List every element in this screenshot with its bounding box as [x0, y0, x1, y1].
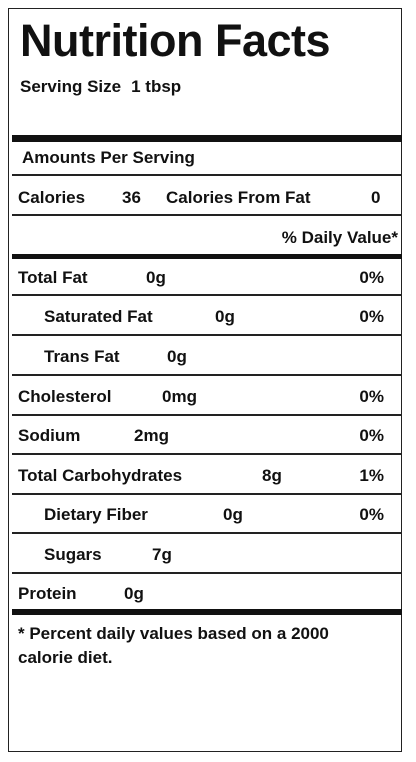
divider [12, 294, 402, 296]
amounts-per-serving: Amounts Per Serving [12, 145, 400, 171]
footnote: * Percent daily values based on a 2000 c… [18, 624, 329, 667]
daily-value-row: % Daily Value* [12, 225, 400, 251]
serving-size-value: 1 tbsp [131, 77, 182, 96]
thick-divider-top [12, 135, 402, 142]
nutrient-amount: 0g [167, 347, 187, 366]
nutrient-daily-value: 0% [359, 387, 384, 406]
nutrient-daily-value: 1% [359, 466, 384, 485]
calories-fat-value: 0 [371, 188, 381, 207]
serving-size: Serving Size 1 tbsp [20, 77, 181, 97]
nutrient-amount: 8g [262, 466, 282, 485]
daily-value-header: % Daily Value* [281, 228, 398, 247]
nutrient-row-sugars: Sugars 7g [12, 542, 400, 568]
calories-fat-label: Calories From Fat [166, 188, 311, 207]
nutrient-amount: 0g [124, 584, 144, 603]
nutrient-daily-value: 0% [359, 426, 384, 445]
nutrient-name: Trans Fat [44, 347, 120, 366]
nutrient-row-protein: Protein 0g [12, 581, 400, 607]
nutrient-amount: 2mg [134, 426, 169, 445]
nutrient-daily-value: 0% [359, 307, 384, 326]
label-title: Nutrition Facts [20, 15, 331, 66]
nutrient-name: Sodium [18, 426, 81, 445]
nutrient-amount: 0g [146, 268, 166, 287]
nutrient-row-total-fat: Total Fat 0g 0% [12, 265, 400, 291]
divider [12, 572, 402, 574]
amounts-header: Amounts Per Serving [22, 148, 195, 167]
nutrient-row-trans-fat: Trans Fat 0g [12, 344, 400, 370]
nutrition-label [8, 8, 402, 752]
nutrient-amount: 0g [223, 505, 243, 524]
nutrient-amount: 0mg [162, 387, 197, 406]
calories-label: Calories [18, 188, 86, 207]
medium-divider [12, 254, 402, 259]
nutrient-name: Total Fat [18, 268, 88, 287]
thick-divider-bottom [12, 609, 402, 615]
nutrient-name: Protein [18, 584, 77, 603]
nutrient-name: Dietary Fiber [44, 505, 148, 524]
divider [12, 334, 402, 336]
nutrient-row-dietary-fiber: Dietary Fiber 0g 0% [12, 502, 400, 528]
serving-size-label: Serving Size [20, 77, 122, 96]
nutrient-row-sodium: Sodium 2mg 0% [12, 423, 400, 449]
nutrient-row-saturated-fat: Saturated Fat 0g 0% [12, 304, 400, 330]
divider [12, 532, 402, 534]
divider [12, 414, 402, 416]
nutrient-name: Total Carbohydrates [18, 466, 183, 485]
divider [12, 174, 402, 176]
nutrient-daily-value: 0% [359, 505, 384, 524]
calories-row: Calories 36 Calories From Fat 0 [12, 185, 400, 211]
divider [12, 453, 402, 455]
nutrient-amount: 7g [152, 545, 172, 564]
nutrient-daily-value: 0% [359, 268, 384, 287]
divider [12, 374, 402, 376]
nutrient-amount: 0g [215, 307, 235, 326]
nutrient-row-total-carbohydrates: Total Carbohydrates 8g 1% [12, 463, 400, 489]
nutrient-row-cholesterol: Cholesterol 0mg 0% [12, 384, 400, 410]
nutrient-name: Saturated Fat [44, 307, 153, 326]
divider [12, 214, 402, 216]
nutrient-name: Cholesterol [18, 387, 112, 406]
nutrient-name: Sugars [44, 545, 102, 564]
calories-value: 36 [122, 188, 141, 207]
divider [12, 493, 402, 495]
